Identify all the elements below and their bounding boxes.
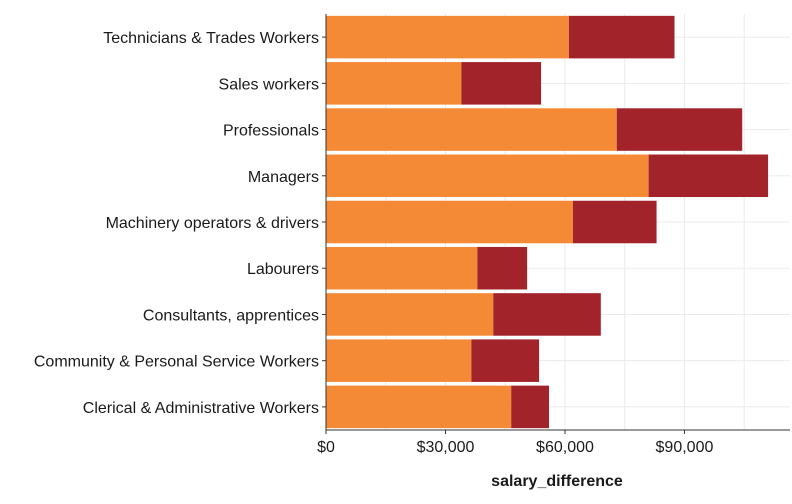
bar-5-series-0: [326, 246, 478, 290]
bar-4-series-1: [572, 200, 657, 244]
category-label-8: Clerical & Administrative Workers: [83, 400, 319, 417]
x-tick-label-3: $90,000: [656, 439, 714, 456]
x-tick-label-0: $0: [317, 439, 335, 456]
bar-2-series-1: [616, 108, 743, 151]
category-label-3: Managers: [248, 169, 319, 186]
bar-6-series-0: [326, 293, 494, 336]
bar-3-series-0: [326, 154, 649, 198]
axes: [322, 14, 790, 434]
bar-7-series-0: [326, 339, 472, 382]
bar-3-series-1: [648, 154, 769, 198]
bar-0-series-1: [568, 15, 675, 59]
category-label-1: Sales workers: [219, 76, 319, 93]
category-label-7: Community & Personal Service Workers: [34, 354, 319, 371]
category-label-2: Professionals: [223, 123, 319, 140]
bar-0-series-0: [326, 15, 569, 59]
bar-group: [326, 15, 769, 429]
bar-1-series-0: [326, 62, 462, 105]
category-label-0: Technicians & Trades Workers: [103, 30, 319, 47]
bar-2-series-0: [326, 108, 617, 151]
x-tick-labels: $0 $30,000 $60,000 $90,000: [317, 439, 713, 456]
bar-5-series-1: [477, 246, 528, 290]
x-axis-title: salary_difference: [491, 473, 623, 490]
bar-8-series-1: [511, 385, 550, 429]
bar-4-series-0: [326, 200, 573, 244]
category-label-5: Labourers: [247, 261, 319, 278]
bar-7-series-1: [471, 339, 540, 382]
category-label-4: Machinery operators & drivers: [106, 215, 319, 232]
category-label-6: Consultants, apprentices: [143, 307, 319, 324]
bar-1-series-1: [461, 62, 542, 105]
x-tick-label-2: $60,000: [536, 439, 594, 456]
x-tick-label-1: $30,000: [417, 439, 475, 456]
bar-8-series-0: [326, 385, 512, 429]
category-labels: Technicians & Trades Workers Sales worker…: [34, 30, 319, 417]
bar-6-series-1: [493, 293, 601, 336]
